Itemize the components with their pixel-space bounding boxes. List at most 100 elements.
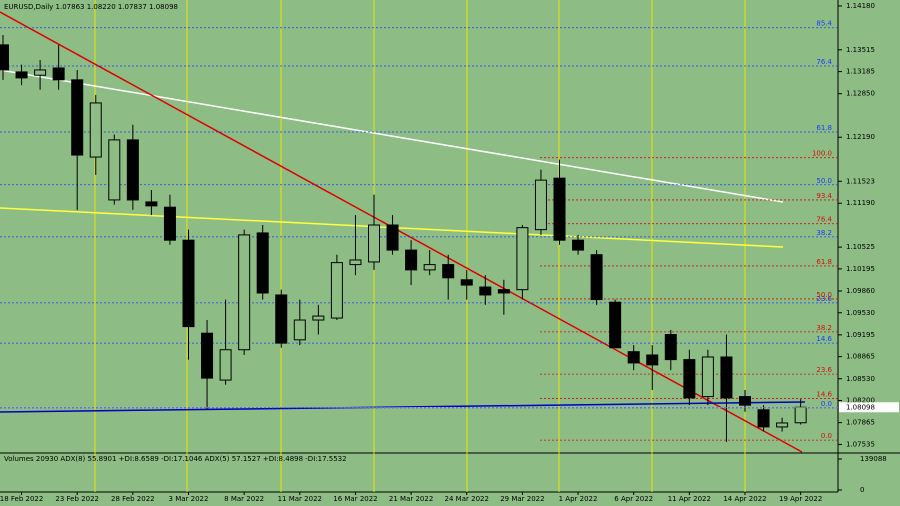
y-tick-label: 1.12190 [846, 133, 875, 141]
candle-body [627, 351, 640, 364]
candle-body [479, 286, 492, 296]
candle-body [145, 201, 158, 207]
fib-label-blue: 0.0 [821, 400, 832, 408]
candle-body [15, 71, 28, 79]
x-tick-label: 1 Apr 2022 [559, 495, 598, 503]
x-tick-label: 24 Mar 2022 [445, 495, 489, 503]
x-tick-label: 23 Feb 2022 [55, 495, 99, 503]
candle-body [720, 356, 733, 399]
candle-body [219, 349, 232, 381]
last-price-box [839, 402, 899, 413]
candle-body [794, 406, 807, 424]
y-tick-label: 1.14180 [846, 2, 875, 10]
candle-body [275, 294, 288, 344]
fib-label-red: 61.8 [816, 258, 832, 266]
candle-body [646, 354, 659, 366]
candle-body [572, 239, 585, 251]
candle-body [386, 224, 399, 251]
indicator-text: Volumes 20930 ADX(8) 55.8901 +DI:8.6589 … [4, 455, 347, 463]
fib-label-red: 0.0 [821, 432, 832, 440]
candle-body [664, 334, 677, 361]
fib-label-red: 38.2 [816, 324, 832, 332]
candle-body [238, 234, 251, 351]
fib-label-red: 14.6 [816, 391, 832, 399]
fib-label-blue: 85.4 [816, 20, 832, 28]
x-tick-label: 11 Apr 2022 [668, 495, 711, 503]
y-tick-label: 1.12850 [846, 90, 875, 98]
last-price-label: 1.08098 [846, 403, 875, 411]
candle-body [497, 289, 510, 294]
y-tick-label: 1.09195 [846, 331, 875, 339]
candle-body [89, 102, 102, 158]
y-tick-label: 1.07865 [846, 419, 875, 427]
x-tick-label: 18 Feb 2022 [0, 495, 43, 503]
x-tick-label: 21 Mar 2022 [389, 495, 433, 503]
y-tick-label: 1.08200 [846, 397, 875, 405]
volume-tick-label: 0 [860, 486, 864, 494]
fib-label-blue: 76.4 [816, 58, 832, 66]
candle-body [405, 249, 418, 271]
fib-label-blue: 14.6 [816, 335, 832, 343]
x-tick-label: 28 Feb 2022 [111, 495, 155, 503]
y-tick-label: 1.07535 [846, 440, 875, 448]
candle-body [71, 79, 84, 156]
x-tick-label: 29 Mar 2022 [500, 495, 544, 503]
candle-body [701, 356, 714, 398]
candle-body [553, 177, 566, 241]
candle-body [312, 315, 325, 321]
fib-label-red: 93.4 [816, 192, 832, 200]
fib-label-blue: 50.0 [816, 177, 832, 185]
candle-body [349, 259, 362, 266]
y-tick-label: 1.11523 [846, 177, 875, 185]
candle-body [256, 232, 269, 294]
fib-label-red: 100.0 [812, 150, 832, 158]
candle-body [126, 139, 139, 201]
candle-body [460, 279, 473, 286]
x-tick-label: 6 Apr 2022 [614, 495, 653, 503]
y-tick-label: 1.08865 [846, 353, 875, 361]
candle-body [34, 69, 47, 76]
candle-body [683, 359, 696, 399]
fib-label-red: 23.6 [816, 366, 832, 374]
candle-body [108, 139, 121, 201]
candle-body [163, 206, 176, 241]
fib-label-red: 50.0 [816, 291, 832, 299]
y-tick-label: 1.11190 [846, 199, 875, 207]
y-tick-label: 1.09530 [846, 309, 875, 317]
candle-body [776, 422, 789, 428]
candle-body [757, 409, 770, 428]
y-tick-label: 1.08530 [846, 375, 875, 383]
candle-body [423, 264, 436, 271]
candle-body [442, 264, 455, 279]
candle-body [293, 319, 306, 341]
x-tick-label: 8 Mar 2022 [224, 495, 264, 503]
y-tick-label: 1.13515 [846, 46, 875, 54]
x-tick-label: 19 Apr 2022 [779, 495, 822, 503]
candle-body [590, 254, 603, 301]
chart-title: EURUSD,Daily 1.07863 1.08220 1.07837 1.0… [4, 3, 178, 11]
candle-body [182, 239, 195, 328]
candle-body [52, 67, 65, 81]
candle-body [739, 396, 751, 406]
y-tick-label: 1.10195 [846, 265, 875, 273]
x-tick-label: 14 Apr 2022 [723, 495, 766, 503]
candle-body [609, 301, 622, 349]
candle-body [534, 179, 547, 231]
candle-body [368, 224, 380, 263]
x-tick-label: 11 Mar 2022 [278, 495, 322, 503]
candle-body [330, 262, 343, 319]
fib-label-blue: 38.2 [816, 229, 832, 237]
fib-label-blue: 61.8 [816, 124, 832, 132]
x-tick-label: 16 Mar 2022 [333, 495, 377, 503]
x-tick-label: 3 Mar 2022 [169, 495, 209, 503]
y-tick-label: 1.13185 [846, 68, 875, 76]
y-tick-label: 1.09860 [846, 287, 875, 295]
red-trend-line [0, 11, 803, 453]
y-tick-label: 1.10525 [846, 243, 875, 251]
white-trend-line [0, 69, 784, 203]
fib-label-red: 76.4 [816, 216, 832, 224]
volume-tick-label: 139088 [860, 455, 887, 463]
